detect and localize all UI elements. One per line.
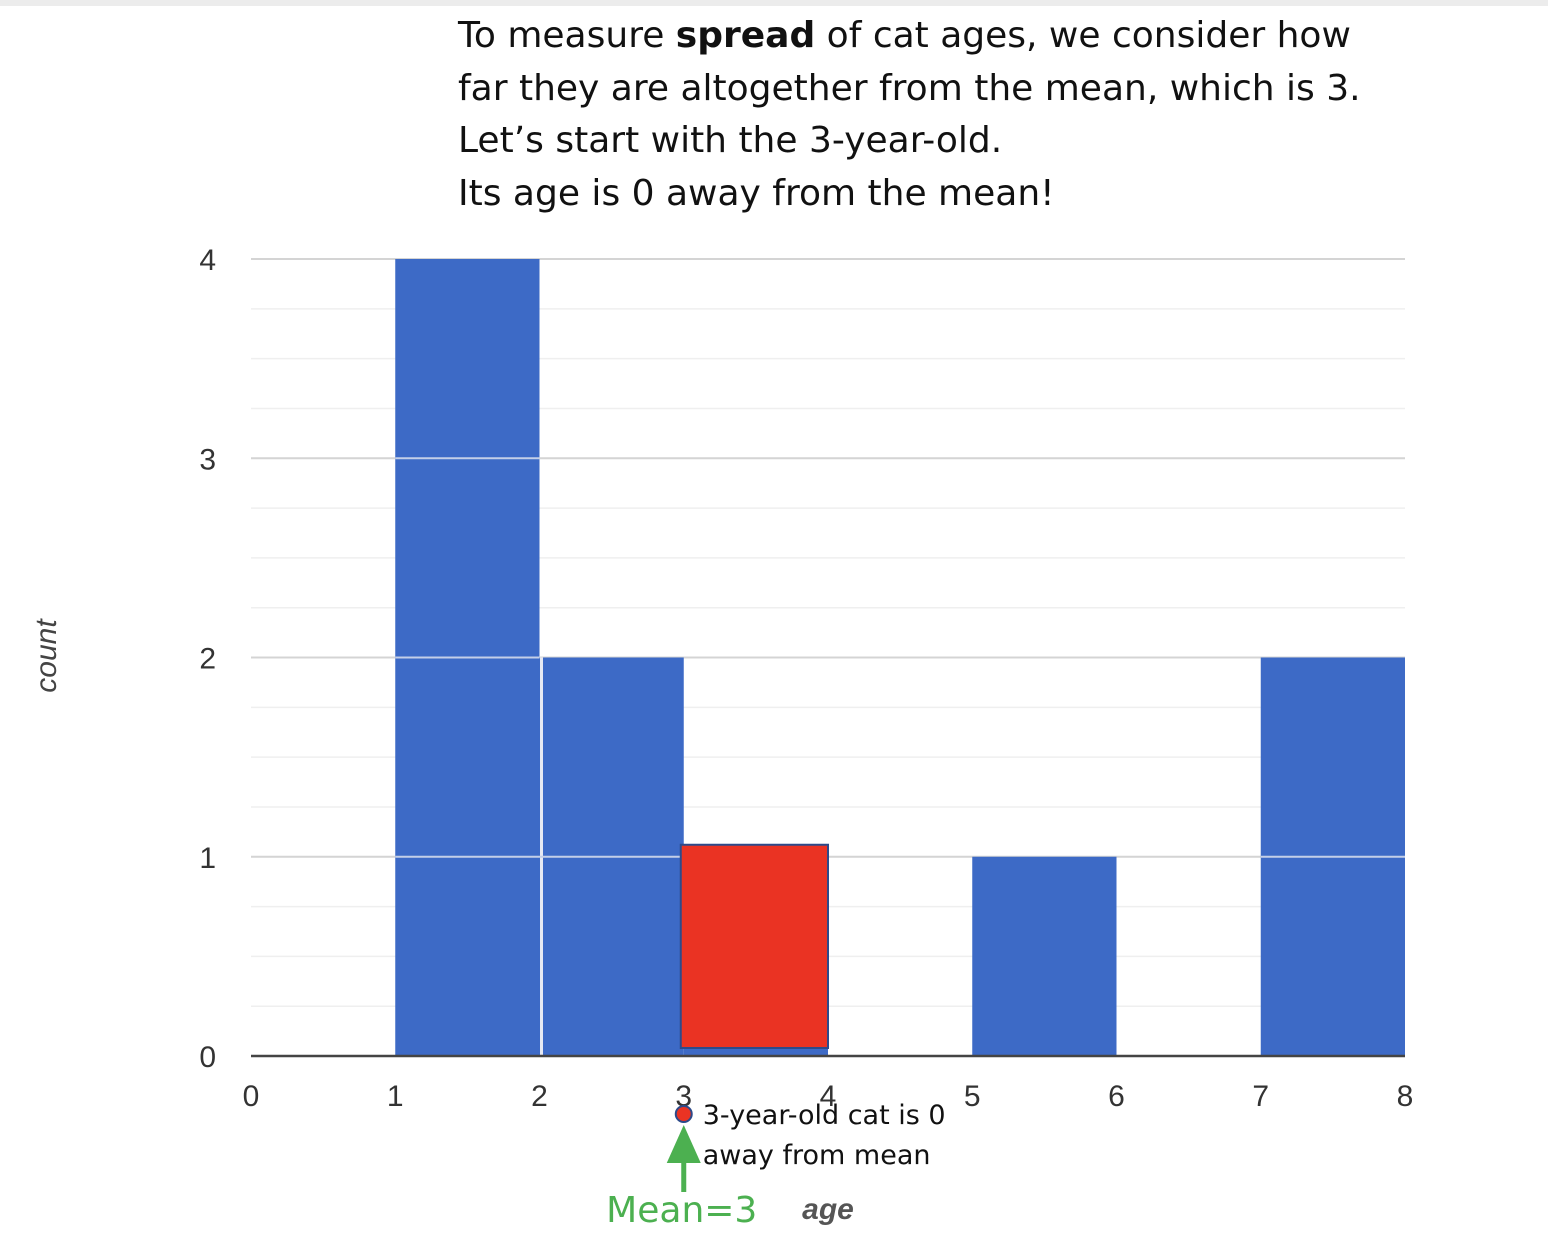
y-tick-label: 1: [199, 842, 216, 875]
x-tick-label: 0: [243, 1080, 260, 1113]
intro-line-1-end: of cat ages, we consider how: [815, 15, 1351, 56]
x-tick-label: 5: [964, 1080, 981, 1113]
annotation-line-1: 3-year-old cat is 0: [703, 1100, 946, 1131]
annotation-line-2: away from mean: [703, 1140, 931, 1171]
mean-arrow-shaft: [681, 1160, 687, 1192]
intro-line-1-start: To measure: [458, 15, 676, 56]
mean-arrow-head: [666, 1125, 701, 1163]
y-tick-label: 4: [199, 244, 216, 277]
top-strip: [0, 0, 1548, 6]
x-tick-labels: 0 1 2 3 4 5 6 7 8: [243, 1080, 1414, 1113]
y-tick-label: 3: [199, 443, 216, 476]
x-tick-label: 1: [387, 1080, 404, 1113]
data-point-marker: [674, 1105, 693, 1123]
intro-bold-word: spread: [675, 15, 816, 56]
x-tick-label: 7: [1252, 1080, 1269, 1113]
bin-separators: [395, 457, 1405, 1056]
y-tick-labels: 0 1 2 3 4: [199, 244, 216, 1074]
intro-line-3: Let’s start with the 3-year-old.: [458, 120, 1003, 161]
highlighted-bar: [679, 843, 829, 1049]
x-tick-label: 2: [531, 1080, 548, 1113]
x-axis-title: age: [802, 1193, 854, 1226]
intro-line-4: Its age is 0 away from the mean!: [458, 172, 1055, 214]
intro-text: To measure spread of cat ages, we consid…: [458, 10, 1498, 220]
histogram-bar: [972, 856, 1117, 1056]
highlight-layer: [679, 843, 829, 1049]
y-axis-title: count: [30, 618, 63, 693]
x-tick-label: 4: [820, 1080, 837, 1113]
mean-arrow: [666, 1125, 701, 1192]
y-tick-label: 0: [199, 1041, 216, 1074]
y-tick-label: 2: [199, 643, 216, 676]
x-tick-label: 6: [1108, 1080, 1125, 1113]
intro-line-1: To measure spread of cat ages, we consid…: [458, 10, 1498, 63]
intro-line-2: far they are altogether from the mean, w…: [458, 67, 1361, 109]
mean-label: Mean=3: [606, 1190, 757, 1231]
x-tick-label: 3: [675, 1080, 692, 1113]
x-tick-label: 8: [1397, 1080, 1414, 1113]
